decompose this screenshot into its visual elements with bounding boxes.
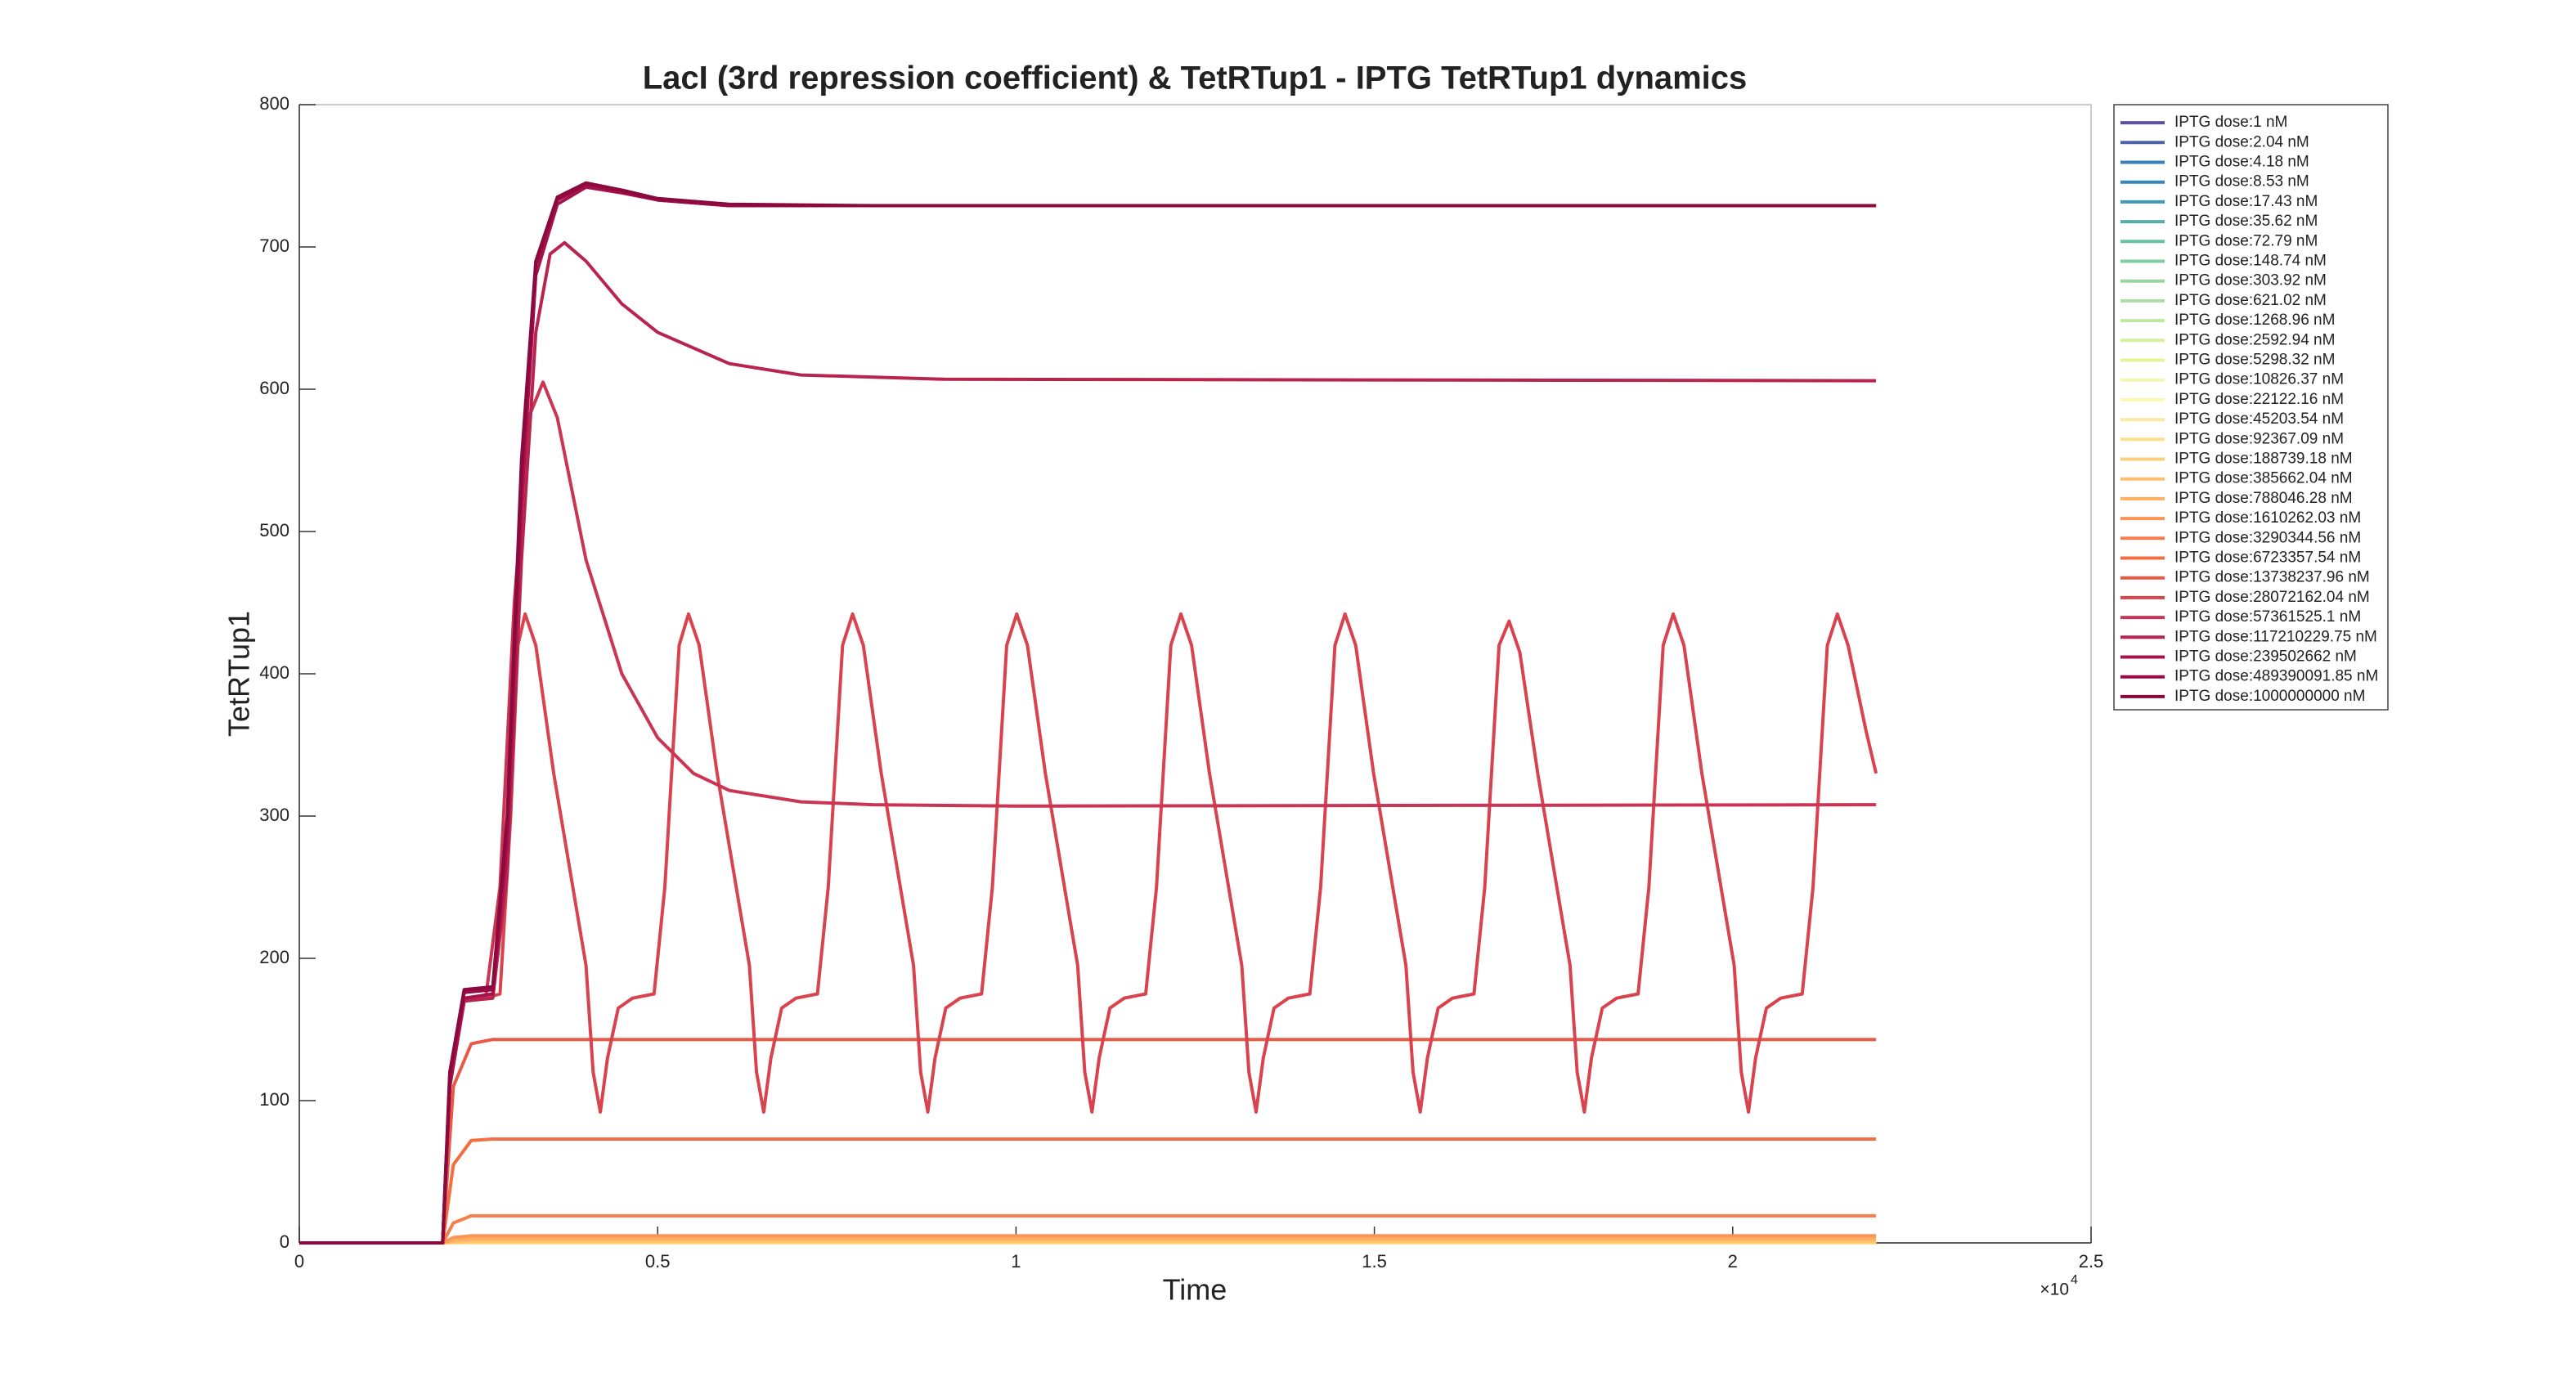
legend-label: IPTG dose:239502662 nM: [2174, 648, 2357, 666]
legend-label: IPTG dose:92367.09 nM: [2174, 430, 2344, 447]
y-tick-label: 0: [280, 1231, 289, 1252]
y-tick-label: 600: [259, 378, 289, 398]
legend-label: IPTG dose:148.74 nM: [2174, 253, 2327, 270]
y-tick-label: 400: [259, 662, 289, 683]
legend-label: IPTG dose:1610262.03 nM: [2174, 509, 2361, 527]
series-line: [299, 380, 1877, 1245]
series-line: [299, 1137, 1877, 1245]
legend-label: IPTG dose:385662.04 nM: [2174, 470, 2353, 487]
legend-label: IPTG dose:13738237.96 nM: [2174, 569, 2370, 586]
series-line: [299, 181, 1877, 1245]
legend-label: IPTG dose:1 nM: [2174, 114, 2287, 131]
x-tick-label: 0.5: [645, 1251, 671, 1272]
legend-label: IPTG dose:3290344.56 nM: [2174, 529, 2361, 546]
legend-label: IPTG dose:35.62 nM: [2174, 213, 2318, 230]
series-line: [299, 1038, 1877, 1245]
legend-label: IPTG dose:22122.16 nM: [2174, 391, 2344, 408]
legend-label: IPTG dose:17.43 nM: [2174, 193, 2318, 210]
legend-label: IPTG dose:188739.18 nM: [2174, 451, 2353, 468]
x-tick-label: 1: [1011, 1251, 1021, 1272]
legend-label: IPTG dose:489390091.85 nM: [2174, 668, 2378, 685]
y-axis-label: TetRTup1: [222, 611, 256, 737]
x-multiplier-exponent: 4: [2071, 1273, 2078, 1287]
legend-label: IPTG dose:4.18 nM: [2174, 154, 2309, 171]
legend-label: IPTG dose:28072162.04 nM: [2174, 589, 2370, 606]
x-tick-label: 2: [1728, 1251, 1738, 1272]
legend-label: IPTG dose:2.04 nM: [2174, 133, 2309, 150]
series-line: [299, 612, 1878, 1245]
legend-label: IPTG dose:2592.94 nM: [2174, 331, 2335, 348]
legend-label: IPTG dose:10826.37 nM: [2174, 371, 2344, 388]
x-tick-label: 2.5: [2079, 1251, 2104, 1272]
legend-label: IPTG dose:57361525.1 nM: [2174, 608, 2361, 626]
legend-label: IPTG dose:1000000000 nM: [2174, 688, 2365, 705]
legend-label: IPTG dose:303.92 nM: [2174, 272, 2327, 289]
legend-label: IPTG dose:45203.54 nM: [2174, 410, 2344, 428]
legend-label: IPTG dose:1268.96 nM: [2174, 312, 2335, 329]
x-axis-label: Time: [1163, 1273, 1227, 1307]
chart-title: LacI (3rd repression coefficient) & TetR…: [643, 61, 1748, 96]
legend-label: IPTG dose:6723357.54 nM: [2174, 549, 2361, 567]
x-multiplier: ×10: [2040, 1281, 2069, 1299]
legend: IPTG dose:1 nM IPTG dose:2.04 nM IPTG dose…: [2113, 104, 2389, 711]
y-tick-label: 500: [259, 520, 289, 540]
y-tick-label: 200: [259, 947, 289, 967]
y-tick-label: 300: [259, 805, 289, 825]
legend-label: IPTG dose:72.79 nM: [2174, 232, 2318, 249]
legend-label: IPTG dose:8.53 nM: [2174, 173, 2309, 191]
y-tick-label: 800: [259, 93, 289, 114]
legend-label: IPTG dose:117210229.75 nM: [2174, 628, 2377, 645]
legend-label: IPTG dose:5298.32 nM: [2174, 352, 2335, 369]
legend-label: IPTG dose:788046.28 nM: [2174, 490, 2353, 507]
legend-box: [2113, 104, 2389, 711]
y-tick-label: 100: [259, 1089, 289, 1110]
x-tick-label: 0: [294, 1251, 304, 1272]
legend-label: IPTG dose:621.02 nM: [2174, 292, 2327, 309]
y-tick-label: 700: [259, 235, 289, 256]
x-tick-label: 1.5: [1362, 1251, 1387, 1272]
